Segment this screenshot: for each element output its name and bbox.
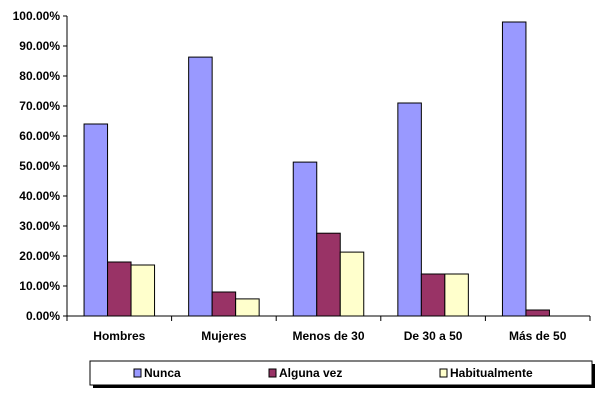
bar-nunca <box>292 161 318 317</box>
y-tick-label: 100.00% <box>13 9 61 23</box>
y-tick-label: 40.00% <box>19 189 60 203</box>
bar-alguna-vez <box>420 273 446 317</box>
y-tick-label: 70.00% <box>19 99 60 113</box>
bar-alguna-vez <box>525 309 550 317</box>
x-tick-labels: Hombres Mujeres Menos de 30 De 30 a 50 Más d… <box>93 329 566 343</box>
y-tick-label: 30.00% <box>19 219 60 233</box>
chart-bars <box>83 21 550 317</box>
legend-label: Habitualmente <box>450 366 533 380</box>
x-tick-label: Más de 50 <box>509 329 567 343</box>
y-tick-label: 90.00% <box>19 39 60 53</box>
x-tick-label: Mujeres <box>201 329 247 343</box>
bar-nunca <box>397 102 422 317</box>
y-tick-label: 80.00% <box>19 69 60 83</box>
legend: Nunca Alguna vez Habitualmente <box>89 360 595 388</box>
legend-label: Alguna vez <box>279 366 342 380</box>
legend-box <box>89 360 593 386</box>
y-tick-label: 20.00% <box>19 249 60 263</box>
legend-label: Nunca <box>144 366 181 380</box>
bar-nunca <box>188 56 213 317</box>
y-tick-label: 60.00% <box>19 129 60 143</box>
x-tick-label: De 30 a 50 <box>404 329 463 343</box>
bar-alguna-vez <box>107 261 132 317</box>
bar-nunca <box>83 123 109 317</box>
y-tick-labels: 0.00% 10.00% 20.00% 30.00% 40.00% 50.00% 60.00… <box>13 9 61 323</box>
bar-habitualmente <box>235 298 260 317</box>
legend-swatch <box>133 368 142 378</box>
y-tick-label: 10.00% <box>19 279 60 293</box>
legend-swatch <box>268 368 277 378</box>
bar-habitualmente <box>444 273 469 317</box>
legend-swatch <box>439 368 448 378</box>
y-tick-label: 50.00% <box>19 159 60 173</box>
x-tick-label: Hombres <box>93 329 145 343</box>
bar-alguna-vez <box>211 291 237 317</box>
bar-nunca <box>501 21 527 317</box>
y-tick-label: 0.00% <box>26 309 60 323</box>
bar-habitualmente <box>339 251 365 317</box>
bar-alguna-vez <box>316 232 341 317</box>
bar-habitualmente <box>130 264 156 317</box>
x-tick-label: Menos de 30 <box>292 329 364 343</box>
